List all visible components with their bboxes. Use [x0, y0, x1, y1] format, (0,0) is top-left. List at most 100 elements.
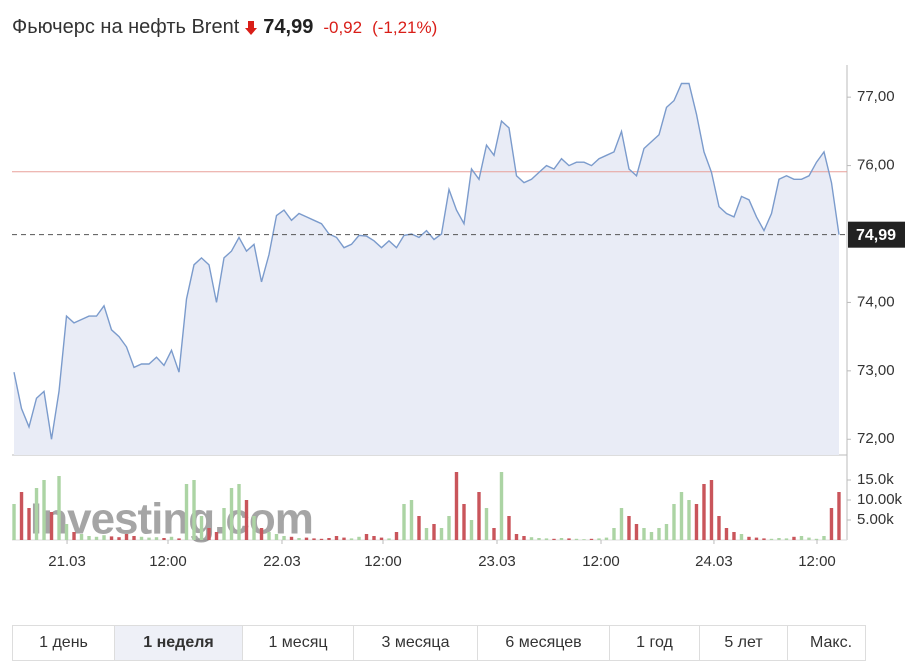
volume-tick-label: 10.00k: [857, 491, 903, 508]
volume-bar: [177, 538, 181, 540]
volume-bar: [492, 528, 496, 540]
volume-bar: [537, 538, 541, 540]
volume-bar: [57, 476, 61, 540]
x-tick-label: 12:00: [364, 553, 402, 570]
range-button[interactable]: 1 день: [13, 626, 115, 660]
title: Фьючерс на нефть Brent: [12, 16, 240, 38]
volume-bar: [124, 534, 129, 540]
y-tick-label: 72,00: [857, 430, 895, 447]
volume-bar: [634, 524, 639, 540]
volume-bar: [544, 538, 549, 540]
volume-bar: [139, 536, 144, 540]
volume-bar: [814, 538, 819, 540]
volume-bar: [687, 500, 691, 540]
x-tick-label: 24.03: [695, 553, 733, 570]
volume-bar: [409, 500, 414, 540]
volume-tick-label: 5.00k: [857, 511, 894, 528]
range-button[interactable]: Макс.: [809, 634, 853, 651]
volume-bar: [829, 508, 834, 540]
range-button[interactable]: 5 лет: [700, 626, 788, 660]
volume-bar: [837, 492, 841, 540]
range-button[interactable]: 1 год: [610, 626, 700, 660]
volume-bar: [34, 488, 39, 540]
volume-bar: [732, 532, 736, 540]
volume-bar: [739, 534, 744, 540]
volume-bar: [387, 538, 391, 540]
volume-bar: [484, 508, 489, 540]
volume-bar: [709, 480, 714, 540]
volume-bar: [214, 532, 219, 540]
volume-bar: [342, 537, 346, 540]
volume-bar: [792, 536, 796, 540]
last-price-box: [848, 221, 905, 248]
volume-bar: [402, 504, 406, 540]
volume-bar: [529, 537, 534, 540]
volume-bar: [19, 492, 24, 540]
volume-bar: [64, 524, 69, 540]
volume-bar: [229, 488, 234, 540]
volume-bar: [162, 538, 166, 540]
volume-bar: [439, 528, 444, 540]
x-tick-label: 22.03: [263, 553, 301, 570]
volume-bar: [822, 536, 826, 540]
volume-bar: [702, 484, 706, 540]
volume-bar: [192, 480, 196, 540]
volume-bar: [304, 537, 309, 540]
range-button[interactable]: 1 неделя: [115, 626, 243, 660]
volume-bar: [244, 500, 249, 540]
volume-bar: [642, 528, 646, 540]
range-button[interactable]: 1 месяц: [243, 626, 354, 660]
range-button[interactable]: 6 месяцев: [478, 626, 610, 660]
volume-bar: [469, 520, 474, 540]
volume-bar: [589, 538, 594, 540]
volume-bar: [552, 538, 556, 540]
volume-bar: [117, 537, 121, 540]
volume-bar: [657, 528, 661, 540]
volume-bar: [154, 537, 159, 540]
volume-bar: [394, 532, 399, 540]
volume-bar: [94, 536, 99, 540]
range-button[interactable]: 3 месяца: [354, 626, 478, 660]
volume-bar: [349, 538, 354, 540]
volume-bar: [754, 537, 759, 540]
volume-bar: [604, 537, 609, 540]
volume-bar: [72, 532, 76, 540]
volume-bar: [424, 528, 429, 540]
volume-bar: [559, 538, 564, 540]
volume-bar: [462, 504, 466, 540]
volume-bar: [132, 536, 136, 540]
volume-bar: [319, 538, 324, 540]
volume-bar: [597, 538, 601, 540]
volume-bar: [79, 534, 84, 540]
volume-bar: [252, 516, 256, 540]
y-tick-label: 73,00: [857, 362, 895, 379]
x-tick-label: 12:00: [582, 553, 620, 570]
volume-bar: [717, 516, 721, 540]
volume-bar: [777, 538, 781, 540]
volume-bar: [259, 528, 264, 540]
y-tick-label: 76,00: [857, 157, 895, 174]
volume-bar: [334, 536, 339, 540]
volume-bar: [417, 516, 421, 540]
volume-bar: [784, 538, 789, 540]
x-tick-label: 23.03: [478, 553, 516, 570]
volume-bar: [42, 480, 46, 540]
volume-bar: [364, 534, 369, 540]
y-tick-label: 77,00: [857, 88, 895, 105]
volume-bar: [297, 538, 301, 540]
volume-bar: [807, 537, 811, 540]
volume-tick-label: 15.0k: [857, 471, 894, 488]
change-pct: (-1,21%): [372, 18, 438, 37]
volume-bar: [769, 538, 774, 540]
volume-bar: [327, 538, 331, 540]
volume-bar: [747, 536, 751, 540]
volume-bar: [627, 516, 631, 540]
volume-bar: [694, 504, 699, 540]
volume-bar: [274, 534, 279, 540]
chart: Investing.com 72,00 73,00 74,00 76,00 77,00 5.…: [12, 65, 905, 570]
volume-bar: [357, 536, 361, 540]
volume-bar: [12, 504, 16, 540]
volume-bar: [102, 535, 106, 540]
volume-bar: [507, 516, 511, 540]
